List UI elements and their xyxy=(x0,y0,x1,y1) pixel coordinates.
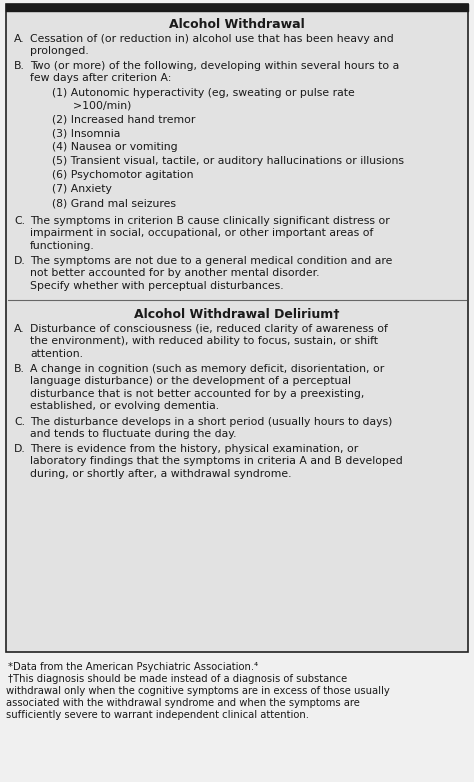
Text: withdrawal only when the cognitive symptoms are in excess of those usually: withdrawal only when the cognitive sympt… xyxy=(6,686,390,696)
Text: Disturbance of consciousness (ie, reduced clarity of awareness of
the environmen: Disturbance of consciousness (ie, reduce… xyxy=(30,324,388,359)
Text: (7) Anxiety: (7) Anxiety xyxy=(52,184,112,194)
Text: C.: C. xyxy=(14,216,25,226)
Text: There is evidence from the history, physical examination, or
laboratory findings: There is evidence from the history, phys… xyxy=(30,444,403,479)
Text: Alcohol Withdrawal: Alcohol Withdrawal xyxy=(169,18,305,31)
Text: (4) Nausea or vomiting: (4) Nausea or vomiting xyxy=(52,142,178,152)
Text: C.: C. xyxy=(14,417,25,427)
Text: associated with the withdrawal syndrome and when the symptoms are: associated with the withdrawal syndrome … xyxy=(6,698,360,708)
Text: The symptoms in criterion B cause clinically significant distress or
impairment : The symptoms in criterion B cause clinic… xyxy=(30,216,390,251)
Text: (3) Insomnia: (3) Insomnia xyxy=(52,128,120,138)
Text: Two (or more) of the following, developing within several hours to a
few days af: Two (or more) of the following, developi… xyxy=(30,61,399,84)
Text: Alcohol Withdrawal Delirium†: Alcohol Withdrawal Delirium† xyxy=(134,308,340,321)
Text: D.: D. xyxy=(14,444,26,454)
Text: (8) Grand mal seizures: (8) Grand mal seizures xyxy=(52,198,176,208)
Text: (1) Autonomic hyperactivity (eg, sweating or pulse rate
      >100/min): (1) Autonomic hyperactivity (eg, sweatin… xyxy=(52,88,355,110)
Text: A.: A. xyxy=(14,324,25,334)
Text: (2) Increased hand tremor: (2) Increased hand tremor xyxy=(52,114,195,124)
Text: B.: B. xyxy=(14,364,25,374)
Text: D.: D. xyxy=(14,256,26,266)
FancyBboxPatch shape xyxy=(6,4,468,652)
Text: *Data from the American Psychiatric Association.⁴: *Data from the American Psychiatric Asso… xyxy=(8,662,258,672)
Text: A change in cognition (such as memory deficit, disorientation, or
language distu: A change in cognition (such as memory de… xyxy=(30,364,384,411)
Text: sufficiently severe to warrant independent clinical attention.: sufficiently severe to warrant independe… xyxy=(6,710,309,720)
Text: (6) Psychomotor agitation: (6) Psychomotor agitation xyxy=(52,170,193,180)
Text: The symptoms are not due to a general medical condition and are
not better accou: The symptoms are not due to a general me… xyxy=(30,256,392,291)
Text: Cessation of (or reduction in) alcohol use that has been heavy and
prolonged.: Cessation of (or reduction in) alcohol u… xyxy=(30,34,394,56)
Text: B.: B. xyxy=(14,61,25,71)
Text: (5) Transient visual, tactile, or auditory hallucinations or illusions: (5) Transient visual, tactile, or audito… xyxy=(52,156,404,166)
Text: †This diagnosis should be made instead of a diagnosis of substance: †This diagnosis should be made instead o… xyxy=(8,674,347,684)
Text: The disturbance develops in a short period (usually hours to days)
and tends to : The disturbance develops in a short peri… xyxy=(30,417,392,439)
Text: A.: A. xyxy=(14,34,25,44)
